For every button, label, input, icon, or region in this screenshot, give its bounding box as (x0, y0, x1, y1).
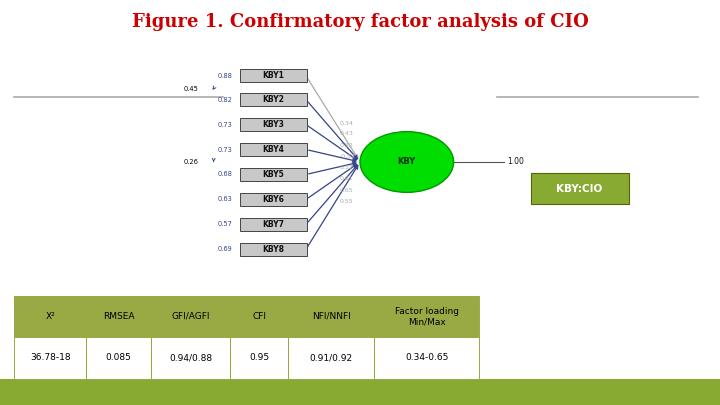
Text: 0.94/0.88: 0.94/0.88 (169, 354, 212, 362)
FancyBboxPatch shape (240, 218, 307, 231)
Text: 0.57: 0.57 (339, 165, 353, 170)
Ellipse shape (360, 132, 454, 192)
FancyBboxPatch shape (240, 168, 307, 181)
Text: 0.63: 0.63 (218, 196, 233, 202)
Text: 0.82: 0.82 (217, 97, 233, 102)
FancyBboxPatch shape (240, 93, 307, 106)
Bar (151, 296, 230, 337)
Text: GFI/AGFI: GFI/AGFI (171, 312, 210, 321)
Text: 0.52: 0.52 (339, 143, 353, 148)
Text: CFI: CFI (252, 312, 266, 321)
Text: NFI/NNFI: NFI/NNFI (312, 312, 351, 321)
Bar (14, 296, 86, 337)
FancyBboxPatch shape (240, 193, 307, 206)
Text: Factor loading
Min/Max: Factor loading Min/Max (395, 307, 459, 326)
Text: KBY1: KBY1 (263, 71, 284, 80)
Bar (14, 296, 479, 337)
Bar (230, 337, 288, 379)
Text: 0.88: 0.88 (217, 73, 233, 79)
Text: KBY8: KBY8 (263, 245, 284, 254)
Text: 0.95: 0.95 (249, 354, 269, 362)
Text: KBY2: KBY2 (263, 95, 284, 104)
FancyBboxPatch shape (240, 118, 307, 131)
Text: 0.73: 0.73 (218, 147, 233, 153)
Bar (86, 337, 151, 379)
Text: 0.34-0.65: 0.34-0.65 (405, 354, 449, 362)
FancyBboxPatch shape (240, 69, 307, 82)
Text: 0.61: 0.61 (339, 176, 353, 181)
Text: KBY7: KBY7 (263, 220, 284, 229)
FancyBboxPatch shape (240, 243, 307, 256)
FancyBboxPatch shape (531, 173, 629, 204)
Text: 0.91/0.92: 0.91/0.92 (310, 354, 353, 362)
Bar (288, 337, 374, 379)
Bar (14, 337, 86, 379)
Text: 0.69: 0.69 (218, 246, 233, 252)
Text: KBY:CIO: KBY:CIO (557, 183, 603, 194)
Bar (151, 337, 230, 379)
FancyBboxPatch shape (240, 143, 307, 156)
Text: KBY4: KBY4 (263, 145, 284, 154)
Text: 0.65: 0.65 (339, 188, 353, 192)
Text: 0.68: 0.68 (217, 171, 233, 177)
Bar (14, 337, 479, 379)
Text: KBY3: KBY3 (263, 120, 284, 129)
Bar (0, 379, 720, 405)
Text: 1.00: 1.00 (508, 158, 524, 166)
Text: 0.085: 0.085 (106, 354, 132, 362)
Text: KBY5: KBY5 (263, 170, 284, 179)
Text: 0.45: 0.45 (183, 86, 198, 92)
Text: 0.43: 0.43 (339, 132, 354, 136)
Text: 0.55: 0.55 (339, 199, 353, 204)
Text: 0.73: 0.73 (218, 122, 233, 128)
Text: 36.78-18: 36.78-18 (30, 354, 71, 362)
Text: -0.52: -0.52 (339, 154, 355, 159)
Text: Figure 1. Confirmatory factor analysis of CIO: Figure 1. Confirmatory factor analysis o… (132, 13, 588, 31)
Text: X²: X² (45, 312, 55, 321)
Bar (86, 296, 151, 337)
Bar (288, 296, 374, 337)
Text: 0.26: 0.26 (183, 159, 198, 165)
Text: KBY6: KBY6 (263, 195, 284, 204)
Text: 0.57: 0.57 (217, 222, 233, 227)
Text: 0.34: 0.34 (339, 121, 354, 126)
Bar (374, 337, 479, 379)
Text: KBY: KBY (397, 158, 416, 166)
Bar (230, 296, 288, 337)
Text: RMSEA: RMSEA (103, 312, 135, 321)
Bar (374, 296, 479, 337)
